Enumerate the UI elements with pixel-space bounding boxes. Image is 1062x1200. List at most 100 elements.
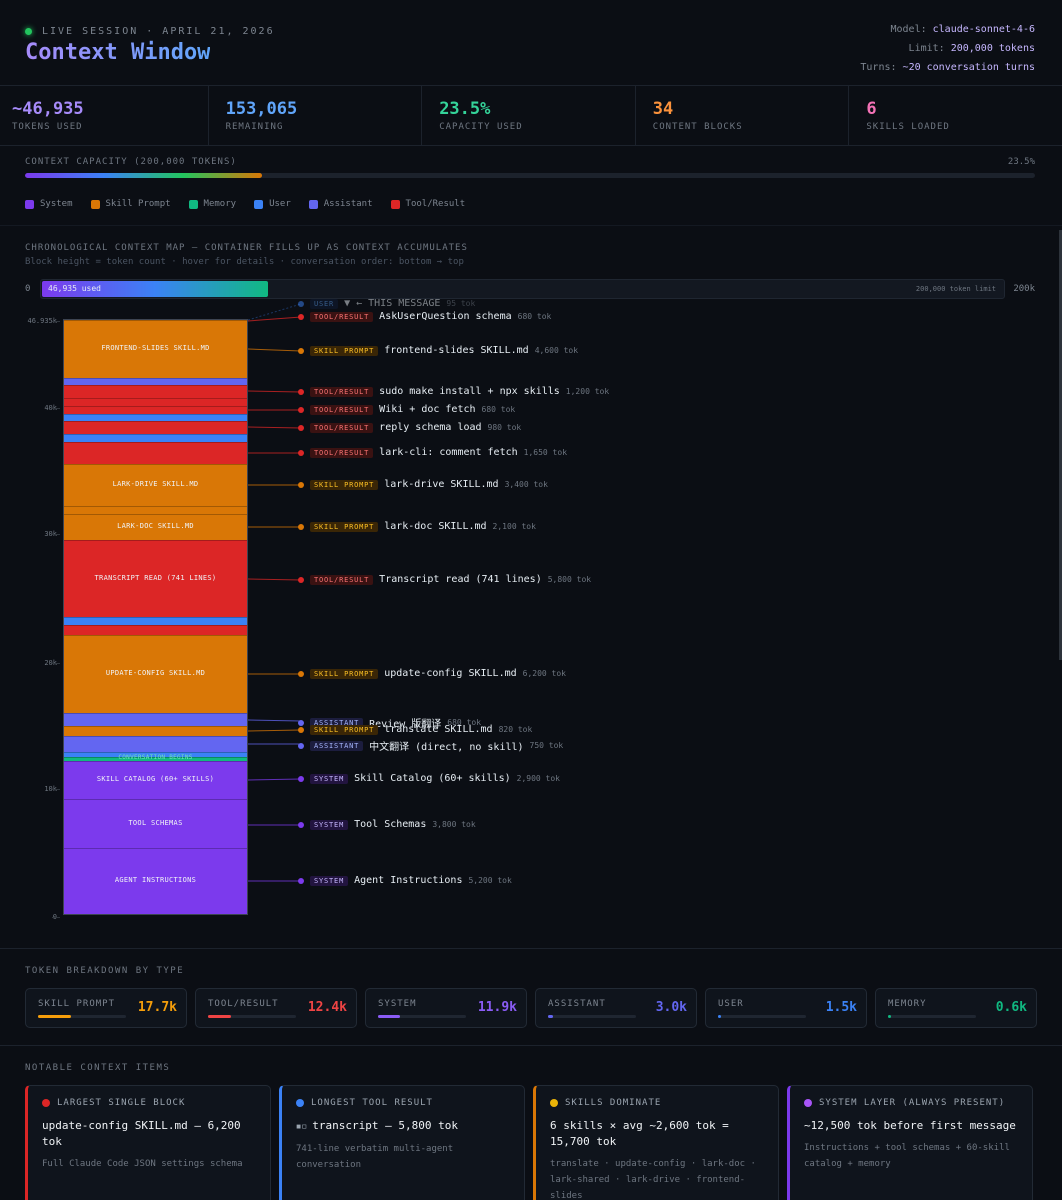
context-block[interactable] — [64, 752, 247, 757]
row-dot-icon — [298, 775, 304, 782]
block-label: AGENT INSTRUCTIONS — [114, 876, 197, 884]
connector-line — [247, 778, 302, 781]
context-row[interactable]: TOOL/RESULT lark-cli: comment fetch 1,650 … — [298, 447, 567, 458]
axis-tick — [52, 321, 60, 322]
context-block[interactable] — [64, 421, 247, 434]
context-row[interactable]: ASSISTANT 中文翻译 (direct, no skill) 750 tok — [298, 738, 563, 753]
context-row[interactable]: SKILL PROMPT frontend-slides SKILL.md 4,60… — [298, 345, 578, 356]
conversation-begins-label: CONVERSATION BEGINS — [118, 754, 193, 761]
context-block[interactable] — [64, 378, 247, 385]
context-block[interactable] — [64, 514, 247, 540]
context-block[interactable] — [64, 464, 247, 506]
context-row[interactable]: SKILL PROMPT lark-drive SKILL.md 3,400 tok — [298, 479, 548, 490]
notable-title-text: ~12,500 tok before first message — [804, 1119, 1016, 1132]
context-block[interactable] — [64, 713, 247, 726]
row-name: Agent Instructions — [354, 875, 463, 886]
breakdown-value: 12.4k — [307, 1000, 347, 1015]
breakdown-card: TOOL/RESULT 12.4k — [195, 988, 357, 1028]
row-tokens: 750 tok — [529, 741, 564, 750]
context-row[interactable]: SYSTEM Agent Instructions 5,200 tok — [298, 875, 512, 886]
context-row[interactable]: TOOL/RESULT Wiki + doc fetch 680 tok — [298, 404, 515, 415]
bar-end-label: 200k — [1013, 284, 1035, 294]
context-block[interactable] — [64, 617, 247, 625]
notable-heading: LARGEST SINGLE BLOCK — [57, 1098, 186, 1108]
row-dot-icon — [298, 347, 304, 354]
context-block[interactable] — [64, 799, 247, 848]
context-block[interactable] — [64, 726, 247, 736]
model-value: claude-sonnet-4-6 — [932, 24, 1035, 35]
legend-label: Skill Prompt — [105, 199, 171, 209]
row-tokens: 680 tok — [447, 718, 482, 727]
context-block[interactable] — [64, 398, 247, 406]
context-row[interactable]: SYSTEM Skill Catalog (60+ skills) 2,900 to… — [298, 773, 560, 784]
context-row[interactable]: TOOL/RESULT reply schema load 980 tok — [298, 422, 521, 433]
row-tokens: 5,800 tok — [547, 575, 592, 584]
context-block[interactable] — [64, 736, 247, 752]
connector-line — [247, 348, 302, 352]
context-block[interactable] — [64, 506, 247, 514]
stat-capacity-used: 23.5% CAPACITY USED — [422, 86, 636, 145]
row-dot-icon — [298, 481, 304, 488]
context-block[interactable] — [64, 406, 247, 414]
notable-title: ◾◽ transcript — 5,800 tok — [296, 1118, 512, 1135]
row-dot-icon — [298, 388, 304, 395]
context-block[interactable] — [64, 757, 247, 761]
context-block[interactable] — [64, 761, 247, 799]
row-dot-icon — [298, 877, 304, 884]
context-block[interactable] — [64, 625, 247, 635]
block-label: FRONTEND-SLIDES SKILL.MD — [101, 344, 210, 352]
context-row[interactable]: SKILL PROMPT lark-doc SKILL.md 2,100 tok — [298, 521, 536, 532]
row-name: Tool Schemas — [354, 819, 427, 830]
context-row[interactable]: TOOL/RESULT sudo make install + npx skill… — [298, 386, 609, 397]
context-block[interactable] — [64, 434, 247, 442]
breakdown-bar-fill — [378, 1015, 400, 1018]
row-tokens: 4,600 tok — [534, 346, 579, 355]
context-row[interactable]: SKILL PROMPT update-config SKILL.md 6,200 … — [298, 668, 566, 679]
capacity-label: CONTEXT CAPACITY (200,000 TOKENS) — [25, 157, 237, 167]
block-label: SKILL CATALOG (60+ SKILLS) — [96, 775, 215, 783]
live-dot-icon — [25, 28, 32, 35]
stat-value: 6 — [866, 99, 877, 119]
breakdown-bar — [38, 1015, 126, 1018]
context-row[interactable]: USER ▼ ← THIS MESSAGE 95 tok — [298, 298, 475, 309]
breakdown-bar-fill — [208, 1015, 231, 1018]
context-row[interactable]: SKILL PROMPT translate SKILL.md 820 tok — [298, 724, 532, 735]
context-block[interactable] — [64, 635, 247, 713]
stat-label: SKILLS LOADED — [866, 122, 950, 132]
breakdown-value: 0.6k — [995, 1000, 1027, 1015]
breakdown-value: 11.9k — [477, 1000, 517, 1015]
axis-tick-label: 30k — [44, 530, 57, 538]
block-label: UPDATE-CONFIG SKILL.MD — [105, 669, 206, 677]
bar-start-label: 0 — [25, 284, 31, 294]
notable-dot-icon — [296, 1099, 304, 1107]
legend-swatch — [25, 199, 34, 209]
context-block[interactable] — [64, 540, 247, 617]
type-badge: SYSTEM — [310, 819, 349, 830]
notable-card: SYSTEM LAYER (ALWAYS PRESENT) ~12,500 tok… — [787, 1085, 1033, 1200]
type-badge: ASSISTANT — [310, 740, 364, 751]
context-row[interactable]: TOOL/RESULT AskUserQuestion schema 680 tok — [298, 311, 551, 322]
context-block[interactable] — [64, 442, 247, 464]
context-row[interactable]: SYSTEM Tool Schemas 3,800 tok — [298, 819, 476, 830]
context-block[interactable] — [64, 385, 247, 398]
row-tokens: 5,200 tok — [468, 876, 512, 885]
context-block[interactable] — [64, 848, 247, 914]
notable-header: LONGEST TOOL RESULT — [296, 1098, 512, 1108]
stat-content-blocks: 34 CONTENT BLOCKS — [636, 86, 850, 145]
type-badge: SKILL PROMPT — [310, 479, 379, 490]
scrollbar[interactable] — [1059, 230, 1062, 660]
legend-swatch — [90, 199, 100, 209]
connector-line — [247, 729, 302, 732]
stats-row: ~46,935 TOKENS USED 153,065 REMAINING 23.5… — [0, 86, 1062, 146]
row-dot-icon — [298, 523, 304, 530]
context-block[interactable] — [64, 320, 247, 378]
legend-label: System — [40, 199, 73, 209]
notable-prefix-icon: ◾◽ — [296, 1122, 313, 1132]
context-row[interactable]: TOOL/RESULT Transcript read (741 lines) 5,… — [298, 574, 591, 585]
context-block[interactable] — [64, 414, 247, 421]
axis-tick-label: 10k — [44, 785, 57, 793]
row-tokens: 820 tok — [498, 725, 533, 734]
context-row[interactable]: ASSISTANT Review 版翻译 680 tok — [298, 715, 481, 730]
turns-value: ~20 conversation turns — [902, 62, 1035, 73]
axis-tick — [52, 534, 60, 535]
